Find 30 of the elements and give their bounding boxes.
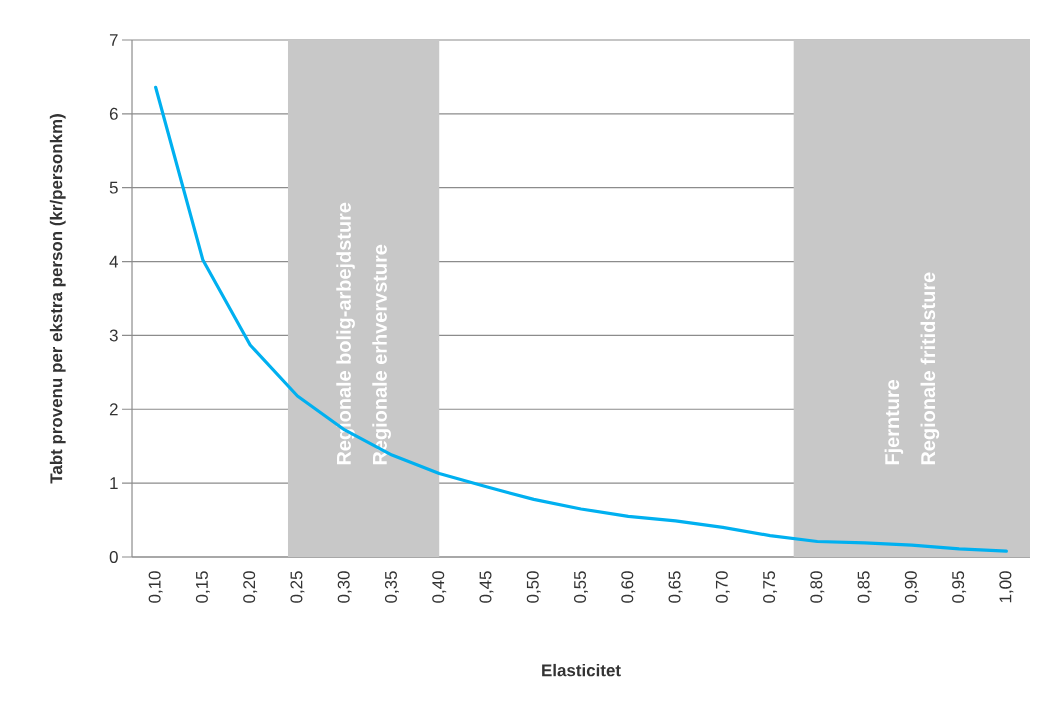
y-tick-label: 1 [110, 477, 118, 489]
x-tick-label: 0,10 [148, 571, 163, 603]
line-series [154, 85, 1008, 553]
x-tick-label: 0,50 [526, 571, 541, 603]
y-tick-label: 7 [109, 34, 118, 46]
x-tick-label: 0,20 [243, 571, 258, 603]
x-tick-label: 0,55 [574, 571, 589, 603]
x-tick-label: 0,65 [668, 571, 683, 603]
x-tick-label: 0,40 [432, 571, 447, 603]
y-tick-label: 4 [109, 255, 118, 268]
x-tick-label: 0,30 [337, 571, 352, 603]
y-tick-label: 2 [109, 403, 118, 416]
x-tick-label: 0,45 [479, 571, 494, 603]
x-tick-label: 0,70 [715, 571, 730, 603]
x-tick-label: 0,60 [621, 571, 636, 603]
y-tick-label: 6 [109, 107, 118, 120]
x-tick-label: 0,15 [195, 571, 210, 603]
y-axis-title: Tabt provenu per ekstra person (kr/personkm) [49, 114, 66, 484]
x-tick-label: 0,35 [384, 571, 399, 603]
y-tick-label: 3 [109, 329, 118, 342]
y-tick-label: 0 [109, 550, 118, 563]
x-axis-title: Elasticitet [542, 663, 621, 677]
x-tick-label: 0,95 [952, 571, 967, 603]
x-tick-label: 0,90 [904, 571, 919, 603]
x-tick-label: 0,25 [290, 571, 305, 603]
x-tick-label: 0,80 [810, 571, 825, 603]
y-tick-label: 5 [109, 181, 118, 194]
x-tick-label: 0,85 [857, 571, 872, 603]
x-tick-label: 1,00 [999, 571, 1014, 603]
x-tick-label: 0,75 [763, 571, 778, 603]
